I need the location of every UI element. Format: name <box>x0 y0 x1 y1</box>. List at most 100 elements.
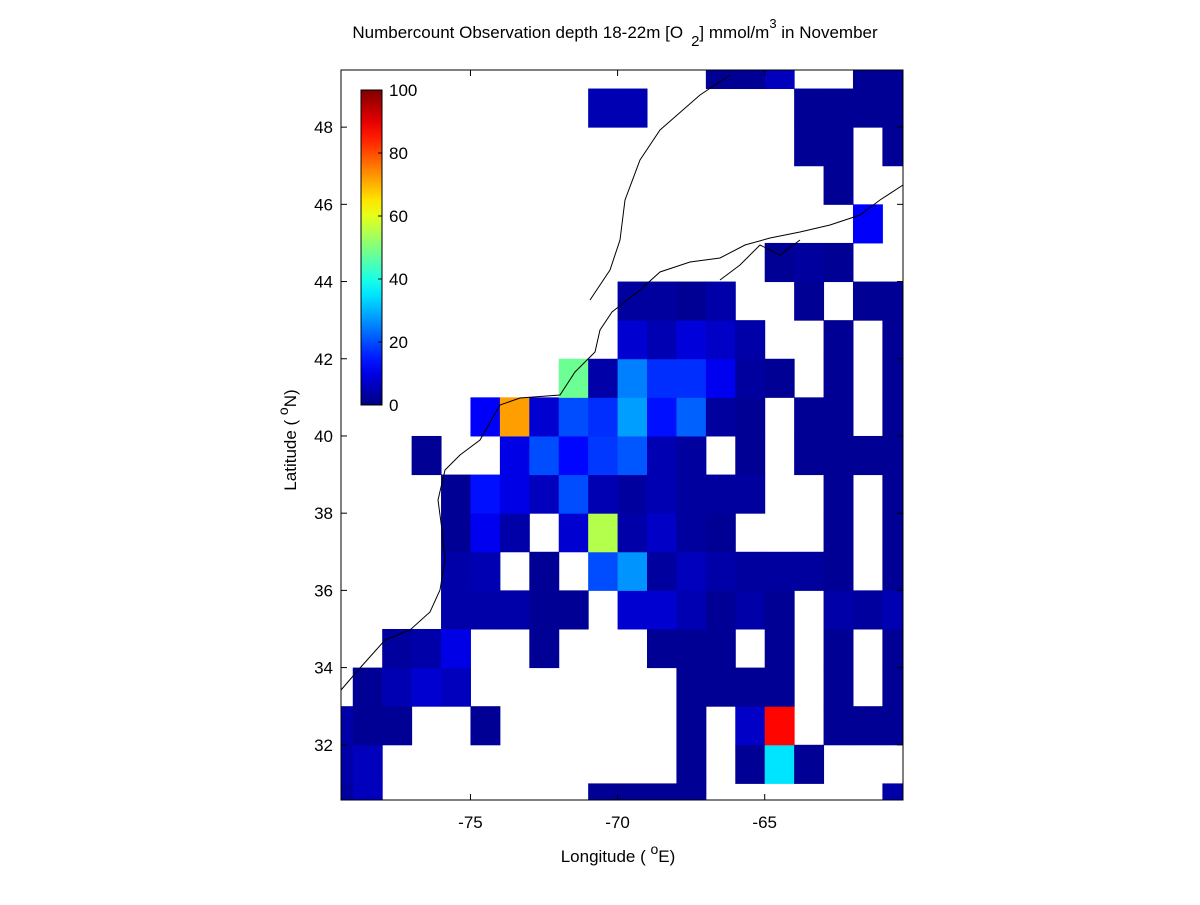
cell <box>823 127 854 167</box>
x-label-superscript: o <box>651 841 659 857</box>
y-tick-label: 40 <box>314 427 333 446</box>
cell <box>352 744 383 784</box>
cell <box>852 281 883 321</box>
y-tick-label: 48 <box>314 118 333 137</box>
cell <box>529 397 560 437</box>
cell <box>823 513 854 553</box>
cell <box>647 358 677 398</box>
cell <box>764 667 795 707</box>
cell <box>411 628 442 669</box>
title-text: Numbercount Observation depth 18-22m [O <box>352 23 683 42</box>
cell <box>558 590 589 630</box>
cell <box>705 667 736 707</box>
cell <box>441 667 471 707</box>
cell <box>411 435 442 476</box>
cell <box>676 706 707 746</box>
cell <box>588 435 619 476</box>
y-label-superscript: o <box>275 407 291 415</box>
cell <box>529 590 560 630</box>
cell <box>529 551 560 591</box>
cell <box>823 320 854 360</box>
cell <box>882 127 903 167</box>
cell <box>823 88 854 128</box>
cell <box>441 628 471 669</box>
cell <box>882 513 903 553</box>
title-text: in November <box>777 23 878 42</box>
cell <box>499 397 530 437</box>
cell <box>852 435 883 476</box>
cell <box>823 551 854 591</box>
title-superscript: 3 <box>769 16 776 31</box>
cell <box>588 513 619 553</box>
cell <box>341 783 354 800</box>
cell <box>705 281 736 321</box>
title-subscript: 2 <box>691 33 699 50</box>
cell <box>794 435 825 476</box>
y-label-text: Latitude ( <box>281 415 300 491</box>
plot-frame <box>340 69 904 801</box>
cell <box>882 358 903 398</box>
cell <box>676 435 707 476</box>
cell <box>529 435 560 476</box>
cell <box>764 590 795 630</box>
cell <box>764 551 795 591</box>
cell <box>676 281 707 321</box>
cell <box>647 474 677 514</box>
cell <box>529 628 560 669</box>
cell <box>499 590 530 630</box>
cell <box>735 667 766 707</box>
cell <box>823 358 854 398</box>
cell <box>411 667 442 707</box>
cell <box>764 242 795 283</box>
cell <box>882 590 903 630</box>
cell <box>617 590 648 630</box>
cell <box>705 474 736 514</box>
cell <box>647 281 677 321</box>
cell <box>823 667 854 707</box>
cell <box>735 397 766 437</box>
cell <box>823 706 854 746</box>
cell <box>794 744 825 784</box>
y-tick-label: 36 <box>314 581 333 600</box>
cell <box>676 397 707 437</box>
cell <box>617 435 648 476</box>
cell <box>441 590 471 630</box>
x-label-text: Longitude ( <box>561 847 651 866</box>
cell <box>352 783 383 800</box>
cell <box>588 474 619 514</box>
cell <box>647 628 677 669</box>
cell <box>617 551 648 591</box>
cell <box>823 242 854 283</box>
cell <box>647 320 677 360</box>
x-tick-label: -70 <box>605 813 630 832</box>
cell <box>735 435 766 476</box>
y-tick-label: 44 <box>314 273 333 292</box>
cell <box>823 397 854 437</box>
cell <box>470 513 501 553</box>
cell <box>617 513 648 553</box>
cell <box>882 320 903 360</box>
cell <box>764 744 795 784</box>
cell <box>470 474 501 514</box>
cell <box>499 513 530 553</box>
colorbar-tick-label: 80 <box>389 144 408 163</box>
colorbar-tick-label: 40 <box>389 270 408 289</box>
cell <box>882 281 903 321</box>
cell <box>470 551 501 591</box>
cell <box>588 397 619 437</box>
cell <box>852 88 883 128</box>
heatmap <box>341 70 903 800</box>
colorbar-tick-label: 0 <box>389 396 398 415</box>
cell <box>705 551 736 591</box>
cell <box>647 397 677 437</box>
cell <box>647 590 677 630</box>
cell <box>705 358 736 398</box>
cell <box>382 667 413 707</box>
cell <box>676 474 707 514</box>
cell <box>676 551 707 591</box>
cell <box>676 358 707 398</box>
cell <box>764 358 795 398</box>
cell <box>735 551 766 591</box>
cell <box>617 474 648 514</box>
cell <box>823 628 854 669</box>
